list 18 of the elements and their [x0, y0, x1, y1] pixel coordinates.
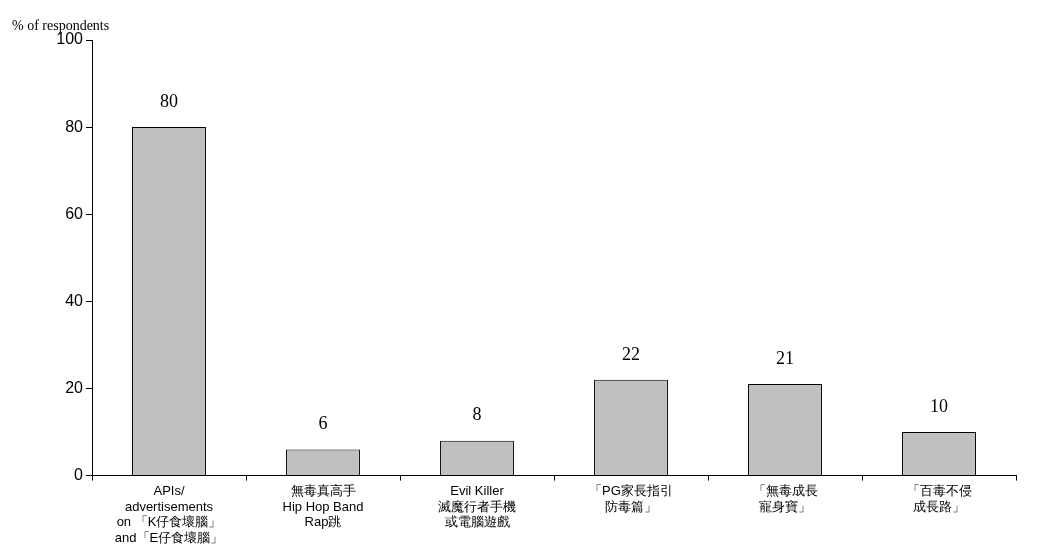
x-tick-label: 「PG家長指引防毒篇」: [589, 482, 673, 514]
data-label: 6: [318, 413, 328, 434]
x-tick-label: APIs/ advertisements on 「K仔食壞腦」 and「E仔食壞腦」: [114, 482, 224, 545]
x-tick-label: Evil Killer 滅魔行者手機或電腦遊戲: [438, 482, 516, 530]
x-tick-label: 無毒真高手 Hip Hop Band Rap跳: [282, 482, 364, 530]
data-label: 10: [930, 395, 948, 416]
x-tick-label: 「無毒成長寵身寶」: [752, 482, 818, 514]
x-tick-label: 「百毒不侵成長路」: [906, 482, 972, 514]
data-label: 8: [472, 404, 482, 425]
data-label: 80: [160, 90, 178, 111]
y-tick-label: 80: [65, 117, 84, 135]
y-axis-title: % of respondents: [12, 18, 110, 33]
y-tick-label: 40: [65, 291, 84, 309]
data-label: 22: [622, 343, 640, 364]
data-label: 21: [776, 347, 794, 368]
y-tick-label: 0: [74, 466, 84, 484]
y-tick-label: 60: [65, 204, 84, 222]
y-tick-label: 20: [65, 378, 84, 396]
